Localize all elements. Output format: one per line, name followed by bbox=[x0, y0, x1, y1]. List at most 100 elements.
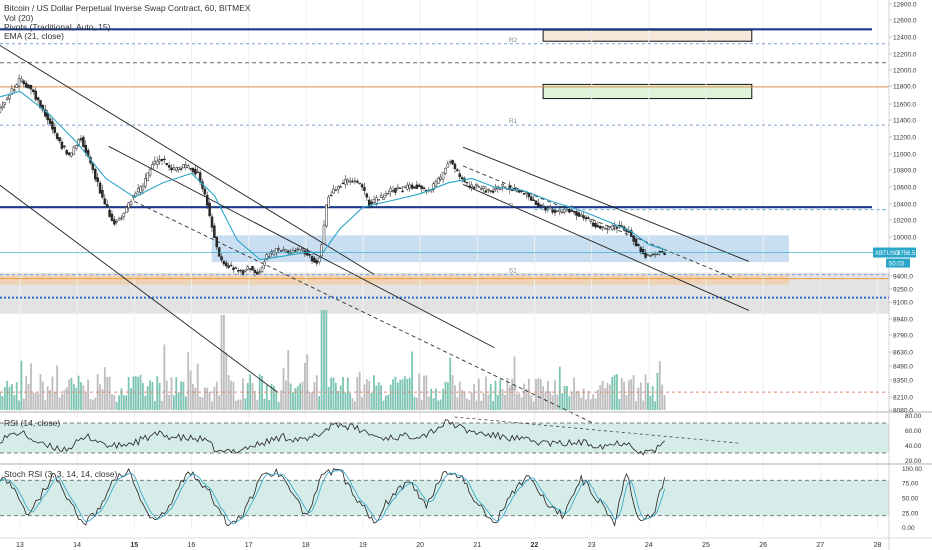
volume-bar bbox=[642, 400, 645, 410]
candle-body bbox=[210, 216, 214, 228]
volume-bar bbox=[61, 394, 63, 410]
volume-bar bbox=[108, 376, 111, 410]
candle-body bbox=[334, 189, 338, 191]
candle-body bbox=[522, 192, 526, 195]
candle-body bbox=[108, 209, 111, 217]
candle-body bbox=[649, 255, 652, 257]
candle-body bbox=[44, 109, 47, 117]
candle-body bbox=[172, 167, 176, 170]
candle-body bbox=[641, 249, 645, 255]
candle-body bbox=[65, 150, 68, 155]
candle-body bbox=[589, 219, 593, 222]
candle-body bbox=[20, 78, 23, 82]
candle-body bbox=[0, 106, 2, 113]
volume-bar bbox=[418, 373, 421, 410]
candle-body bbox=[179, 168, 183, 170]
channel-line-4 bbox=[462, 146, 750, 262]
time-tick-label: 15 bbox=[130, 542, 138, 549]
candle-body bbox=[408, 184, 411, 189]
volume-bar bbox=[644, 374, 647, 410]
candle-body bbox=[403, 185, 407, 189]
candle-body bbox=[34, 90, 37, 100]
volume-bar bbox=[363, 384, 366, 410]
candle-body bbox=[432, 183, 435, 190]
candle-body bbox=[508, 186, 512, 190]
volume-bar bbox=[311, 392, 313, 410]
volume-bar bbox=[473, 384, 475, 410]
candle-body bbox=[577, 212, 581, 217]
volume-bar bbox=[358, 371, 361, 410]
volume-bar bbox=[389, 384, 392, 410]
candle-body bbox=[160, 158, 164, 161]
candle-body bbox=[348, 180, 352, 183]
candle-body bbox=[613, 225, 616, 227]
volume-bar bbox=[437, 400, 440, 410]
volume-bar bbox=[277, 401, 280, 410]
candle-body bbox=[527, 193, 531, 198]
volume-bar bbox=[244, 398, 247, 410]
volume-bar bbox=[446, 382, 449, 410]
candle-body bbox=[491, 190, 495, 193]
volume-bar bbox=[606, 382, 609, 410]
volume-bar bbox=[58, 397, 61, 410]
volume-bar bbox=[8, 386, 11, 410]
candle-body bbox=[484, 190, 488, 193]
volume-bar bbox=[480, 400, 483, 410]
last-price-symbol: XBTUSD bbox=[875, 251, 900, 257]
stoch-rsi-title[interactable]: Stoch RSI (3, 3, 14, 14, close) bbox=[4, 469, 118, 479]
candle-body bbox=[17, 78, 21, 87]
volume-bar bbox=[551, 395, 554, 410]
volume-bar bbox=[215, 381, 218, 410]
volume-bar bbox=[651, 386, 654, 410]
volume-bar bbox=[454, 385, 456, 410]
candle-body bbox=[456, 169, 459, 172]
price-tick-label: 10200.0 bbox=[893, 218, 917, 225]
volume-bar bbox=[577, 390, 580, 410]
volume-bar bbox=[465, 398, 468, 410]
volume-bar bbox=[408, 377, 411, 410]
candle-body bbox=[470, 184, 473, 188]
candle-body bbox=[1, 105, 4, 109]
time-tick-label: 27 bbox=[816, 542, 824, 549]
volume-bar bbox=[330, 377, 333, 410]
volume-bar bbox=[294, 388, 297, 410]
time-tick-label: 18 bbox=[302, 542, 310, 549]
candle-body bbox=[236, 270, 240, 272]
candle-body bbox=[70, 152, 73, 157]
volume-bar bbox=[539, 379, 542, 410]
time-tick-label: 23 bbox=[588, 542, 596, 549]
volume-bar bbox=[594, 398, 597, 410]
channel-line-2 bbox=[0, 184, 278, 393]
volume-bars bbox=[0, 310, 666, 410]
candle-body bbox=[596, 225, 600, 228]
channel-line-5 bbox=[462, 184, 750, 311]
candle-body bbox=[215, 236, 219, 248]
candle-body bbox=[637, 243, 640, 247]
candle-body bbox=[572, 210, 576, 213]
volume-bar bbox=[125, 395, 128, 410]
volume-bar bbox=[635, 401, 637, 410]
indicator-ema[interactable]: EMA (21, close) bbox=[4, 31, 64, 41]
rsi-title[interactable]: RSI (14, close) bbox=[4, 418, 61, 428]
volume-bar bbox=[392, 379, 394, 410]
candle-body bbox=[537, 202, 540, 207]
volume-bar bbox=[208, 391, 211, 410]
volume-bar bbox=[253, 390, 256, 410]
volume-bar bbox=[30, 363, 32, 410]
candle-body bbox=[165, 162, 168, 165]
indicator-volume[interactable]: Vol (20) bbox=[4, 13, 34, 23]
candle-body bbox=[8, 95, 11, 100]
indicator-pivots[interactable]: Pivots (Traditional, Auto, 15) bbox=[4, 22, 111, 32]
volume-bar bbox=[170, 377, 173, 410]
candle-body bbox=[213, 225, 216, 239]
volume-bar bbox=[75, 387, 78, 410]
candle-body bbox=[341, 182, 345, 184]
price-tick-label: 11000.0 bbox=[893, 152, 916, 159]
volume-bar bbox=[15, 382, 18, 410]
volume-bar bbox=[13, 395, 16, 410]
volume-bar bbox=[399, 379, 402, 410]
volume-bar bbox=[194, 388, 197, 410]
candle-body bbox=[296, 248, 300, 251]
